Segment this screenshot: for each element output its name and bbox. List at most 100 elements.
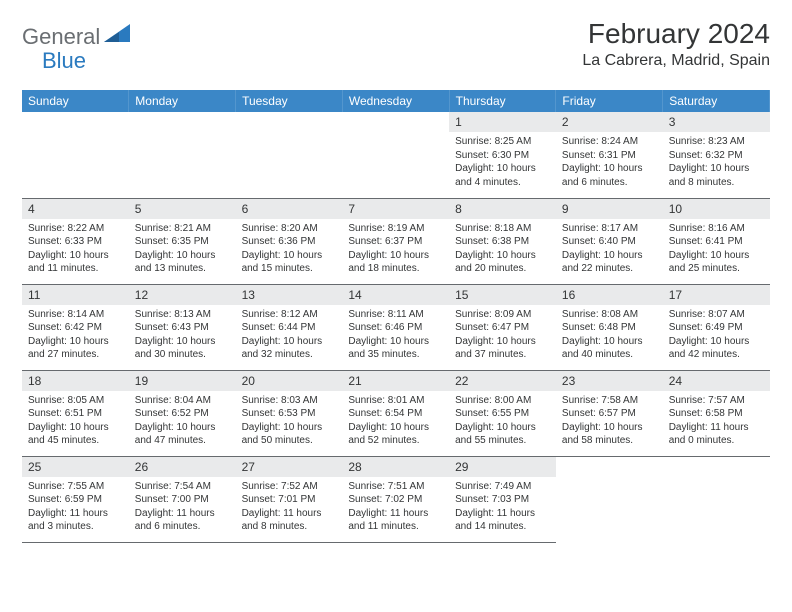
- sunrise-line: Sunrise: 8:00 AM: [455, 394, 550, 408]
- calendar-cell: 7Sunrise: 8:19 AMSunset: 6:37 PMDaylight…: [342, 198, 449, 284]
- sunrise-line: Sunrise: 7:51 AM: [348, 480, 443, 494]
- sunrise-line: Sunrise: 8:23 AM: [669, 135, 764, 149]
- sunrise-line: Sunrise: 8:22 AM: [28, 222, 123, 236]
- sunset-line: Sunset: 6:54 PM: [348, 407, 443, 421]
- calendar-cell: 6Sunrise: 8:20 AMSunset: 6:36 PMDaylight…: [236, 198, 343, 284]
- sunrise-line: Sunrise: 8:04 AM: [135, 394, 230, 408]
- weekday-header-row: Sunday Monday Tuesday Wednesday Thursday…: [22, 90, 770, 112]
- sunrise-line: Sunrise: 7:57 AM: [669, 394, 764, 408]
- daylight-line: Daylight: 10 hours and 15 minutes.: [242, 249, 337, 276]
- sunset-line: Sunset: 6:31 PM: [562, 149, 657, 163]
- calendar-cell: 16Sunrise: 8:08 AMSunset: 6:48 PMDayligh…: [556, 284, 663, 370]
- sunset-line: Sunset: 7:00 PM: [135, 493, 230, 507]
- sunrise-line: Sunrise: 8:07 AM: [669, 308, 764, 322]
- day-details: Sunrise: 8:00 AMSunset: 6:55 PMDaylight:…: [449, 391, 556, 452]
- sunset-line: Sunset: 6:40 PM: [562, 235, 657, 249]
- day-number: 22: [449, 371, 556, 391]
- daylight-line: Daylight: 10 hours and 50 minutes.: [242, 421, 337, 448]
- sunrise-line: Sunrise: 7:54 AM: [135, 480, 230, 494]
- calendar-cell: [556, 456, 663, 542]
- day-details: Sunrise: 8:25 AMSunset: 6:30 PMDaylight:…: [449, 132, 556, 193]
- day-number: 26: [129, 457, 236, 477]
- calendar-cell: [342, 112, 449, 198]
- daylight-line: Daylight: 10 hours and 27 minutes.: [28, 335, 123, 362]
- day-details: Sunrise: 8:24 AMSunset: 6:31 PMDaylight:…: [556, 132, 663, 193]
- sunrise-line: Sunrise: 8:05 AM: [28, 394, 123, 408]
- day-details: Sunrise: 8:03 AMSunset: 6:53 PMDaylight:…: [236, 391, 343, 452]
- daylight-line: Daylight: 10 hours and 52 minutes.: [348, 421, 443, 448]
- sunset-line: Sunset: 6:49 PM: [669, 321, 764, 335]
- day-details: Sunrise: 7:58 AMSunset: 6:57 PMDaylight:…: [556, 391, 663, 452]
- calendar-row: 18Sunrise: 8:05 AMSunset: 6:51 PMDayligh…: [22, 370, 770, 456]
- day-number: 5: [129, 199, 236, 219]
- daylight-line: Daylight: 10 hours and 6 minutes.: [562, 162, 657, 189]
- sunset-line: Sunset: 6:47 PM: [455, 321, 550, 335]
- sunrise-line: Sunrise: 8:13 AM: [135, 308, 230, 322]
- daylight-line: Daylight: 10 hours and 42 minutes.: [669, 335, 764, 362]
- month-title: February 2024: [582, 18, 770, 50]
- calendar-cell: 4Sunrise: 8:22 AMSunset: 6:33 PMDaylight…: [22, 198, 129, 284]
- sunrise-line: Sunrise: 7:58 AM: [562, 394, 657, 408]
- sunrise-line: Sunrise: 8:20 AM: [242, 222, 337, 236]
- day-number: 20: [236, 371, 343, 391]
- sunset-line: Sunset: 6:48 PM: [562, 321, 657, 335]
- daylight-line: Daylight: 11 hours and 6 minutes.: [135, 507, 230, 534]
- calendar-cell: 8Sunrise: 8:18 AMSunset: 6:38 PMDaylight…: [449, 198, 556, 284]
- day-details: Sunrise: 7:54 AMSunset: 7:00 PMDaylight:…: [129, 477, 236, 538]
- sunrise-line: Sunrise: 8:17 AM: [562, 222, 657, 236]
- calendar-cell: 17Sunrise: 8:07 AMSunset: 6:49 PMDayligh…: [663, 284, 770, 370]
- sunrise-line: Sunrise: 8:18 AM: [455, 222, 550, 236]
- day-number: 6: [236, 199, 343, 219]
- daylight-line: Daylight: 10 hours and 20 minutes.: [455, 249, 550, 276]
- day-number: 10: [663, 199, 770, 219]
- sunrise-line: Sunrise: 8:03 AM: [242, 394, 337, 408]
- day-number: 2: [556, 112, 663, 132]
- daylight-line: Daylight: 10 hours and 30 minutes.: [135, 335, 230, 362]
- daylight-line: Daylight: 10 hours and 32 minutes.: [242, 335, 337, 362]
- daylight-line: Daylight: 10 hours and 8 minutes.: [669, 162, 764, 189]
- sunset-line: Sunset: 6:37 PM: [348, 235, 443, 249]
- sunset-line: Sunset: 6:36 PM: [242, 235, 337, 249]
- day-details: Sunrise: 8:20 AMSunset: 6:36 PMDaylight:…: [236, 219, 343, 280]
- day-details: Sunrise: 8:19 AMSunset: 6:37 PMDaylight:…: [342, 219, 449, 280]
- sunrise-line: Sunrise: 8:19 AM: [348, 222, 443, 236]
- day-details: Sunrise: 8:13 AMSunset: 6:43 PMDaylight:…: [129, 305, 236, 366]
- sunrise-line: Sunrise: 8:14 AM: [28, 308, 123, 322]
- daylight-line: Daylight: 10 hours and 47 minutes.: [135, 421, 230, 448]
- calendar-cell: 5Sunrise: 8:21 AMSunset: 6:35 PMDaylight…: [129, 198, 236, 284]
- daylight-line: Daylight: 10 hours and 13 minutes.: [135, 249, 230, 276]
- daylight-line: Daylight: 10 hours and 25 minutes.: [669, 249, 764, 276]
- calendar-table: Sunday Monday Tuesday Wednesday Thursday…: [22, 90, 770, 543]
- sunset-line: Sunset: 6:58 PM: [669, 407, 764, 421]
- sunset-line: Sunset: 6:41 PM: [669, 235, 764, 249]
- col-thursday: Thursday: [449, 90, 556, 112]
- daylight-line: Daylight: 11 hours and 3 minutes.: [28, 507, 123, 534]
- day-number: 3: [663, 112, 770, 132]
- day-details: Sunrise: 8:22 AMSunset: 6:33 PMDaylight:…: [22, 219, 129, 280]
- day-number: 29: [449, 457, 556, 477]
- daylight-line: Daylight: 10 hours and 35 minutes.: [348, 335, 443, 362]
- sunset-line: Sunset: 6:32 PM: [669, 149, 764, 163]
- calendar-cell: 1Sunrise: 8:25 AMSunset: 6:30 PMDaylight…: [449, 112, 556, 198]
- sunset-line: Sunset: 6:44 PM: [242, 321, 337, 335]
- col-saturday: Saturday: [663, 90, 770, 112]
- sunset-line: Sunset: 7:01 PM: [242, 493, 337, 507]
- day-details: Sunrise: 7:51 AMSunset: 7:02 PMDaylight:…: [342, 477, 449, 538]
- brand-part2: Blue: [42, 48, 86, 73]
- day-number: 19: [129, 371, 236, 391]
- brand-logo: General: [22, 18, 132, 50]
- daylight-line: Daylight: 10 hours and 11 minutes.: [28, 249, 123, 276]
- day-number: 27: [236, 457, 343, 477]
- day-details: Sunrise: 7:55 AMSunset: 6:59 PMDaylight:…: [22, 477, 129, 538]
- sunset-line: Sunset: 6:33 PM: [28, 235, 123, 249]
- calendar-cell: 11Sunrise: 8:14 AMSunset: 6:42 PMDayligh…: [22, 284, 129, 370]
- sunset-line: Sunset: 6:46 PM: [348, 321, 443, 335]
- daylight-line: Daylight: 10 hours and 45 minutes.: [28, 421, 123, 448]
- day-number: 23: [556, 371, 663, 391]
- day-number: 13: [236, 285, 343, 305]
- day-details: Sunrise: 8:16 AMSunset: 6:41 PMDaylight:…: [663, 219, 770, 280]
- sunrise-line: Sunrise: 8:12 AM: [242, 308, 337, 322]
- calendar-cell: 29Sunrise: 7:49 AMSunset: 7:03 PMDayligh…: [449, 456, 556, 542]
- calendar-cell: [236, 112, 343, 198]
- sunset-line: Sunset: 6:52 PM: [135, 407, 230, 421]
